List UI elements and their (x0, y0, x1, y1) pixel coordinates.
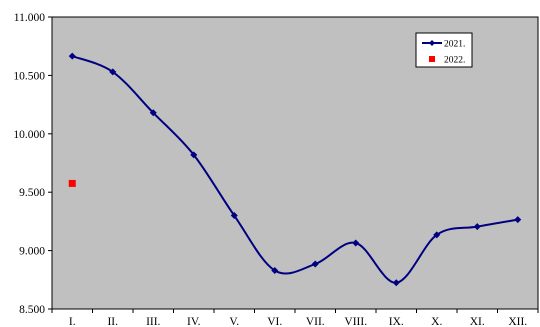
x-tick-label: I. (69, 316, 76, 327)
x-tick-label: VII. (306, 316, 325, 327)
y-tick-label: 9.500 (19, 187, 45, 199)
data-point (352, 239, 360, 247)
data-point (190, 151, 198, 159)
x-tick-label: III. (146, 316, 160, 327)
x-tick-label: IX. (389, 316, 404, 327)
data-point (473, 223, 481, 231)
data-point (230, 212, 238, 220)
legend-entry: 2022. (429, 56, 465, 66)
data-point (311, 260, 319, 268)
x-axis: I. II. III. IV. V. VI. VII. VIII. IX. X. XI. XII. (51, 309, 539, 327)
data-point (392, 279, 400, 287)
legend-marker (429, 40, 435, 46)
data-point (109, 68, 117, 76)
data-point (433, 231, 441, 239)
x-tick-label: VI. (267, 316, 282, 327)
y-tick-label: 9.000 (19, 246, 45, 258)
data-point (149, 109, 157, 117)
legend-marker (429, 56, 435, 62)
legend-label: 2021. (444, 40, 465, 50)
legend-label: 2022. (444, 56, 465, 66)
y-tick-label: 10.500 (13, 70, 45, 82)
legend-box (415, 32, 473, 68)
data-point (68, 52, 76, 60)
data-point (514, 216, 522, 224)
data-point (68, 179, 76, 187)
x-tick-label: II. (107, 316, 118, 327)
x-tick-label: VIII. (344, 316, 367, 327)
data-point (271, 266, 279, 274)
y-tick-label: 10.000 (13, 129, 45, 141)
series-layer (68, 52, 522, 287)
y-tick-label: 11.000 (14, 12, 45, 24)
y-axis: 8.500 9.000 9.500 10.000 10.500 11.000 (13, 12, 52, 316)
x-tick-label: XII. (508, 316, 527, 327)
legend: 2021. 2022. (415, 32, 473, 68)
x-tick-label: XI. (470, 316, 485, 327)
y-tick-label: 8.500 (19, 304, 45, 316)
legend-entry: 2021. (422, 40, 465, 50)
x-tick-label: X. (431, 316, 442, 327)
x-tick-label: V. (229, 316, 239, 327)
x-tick-label: IV. (187, 316, 201, 327)
